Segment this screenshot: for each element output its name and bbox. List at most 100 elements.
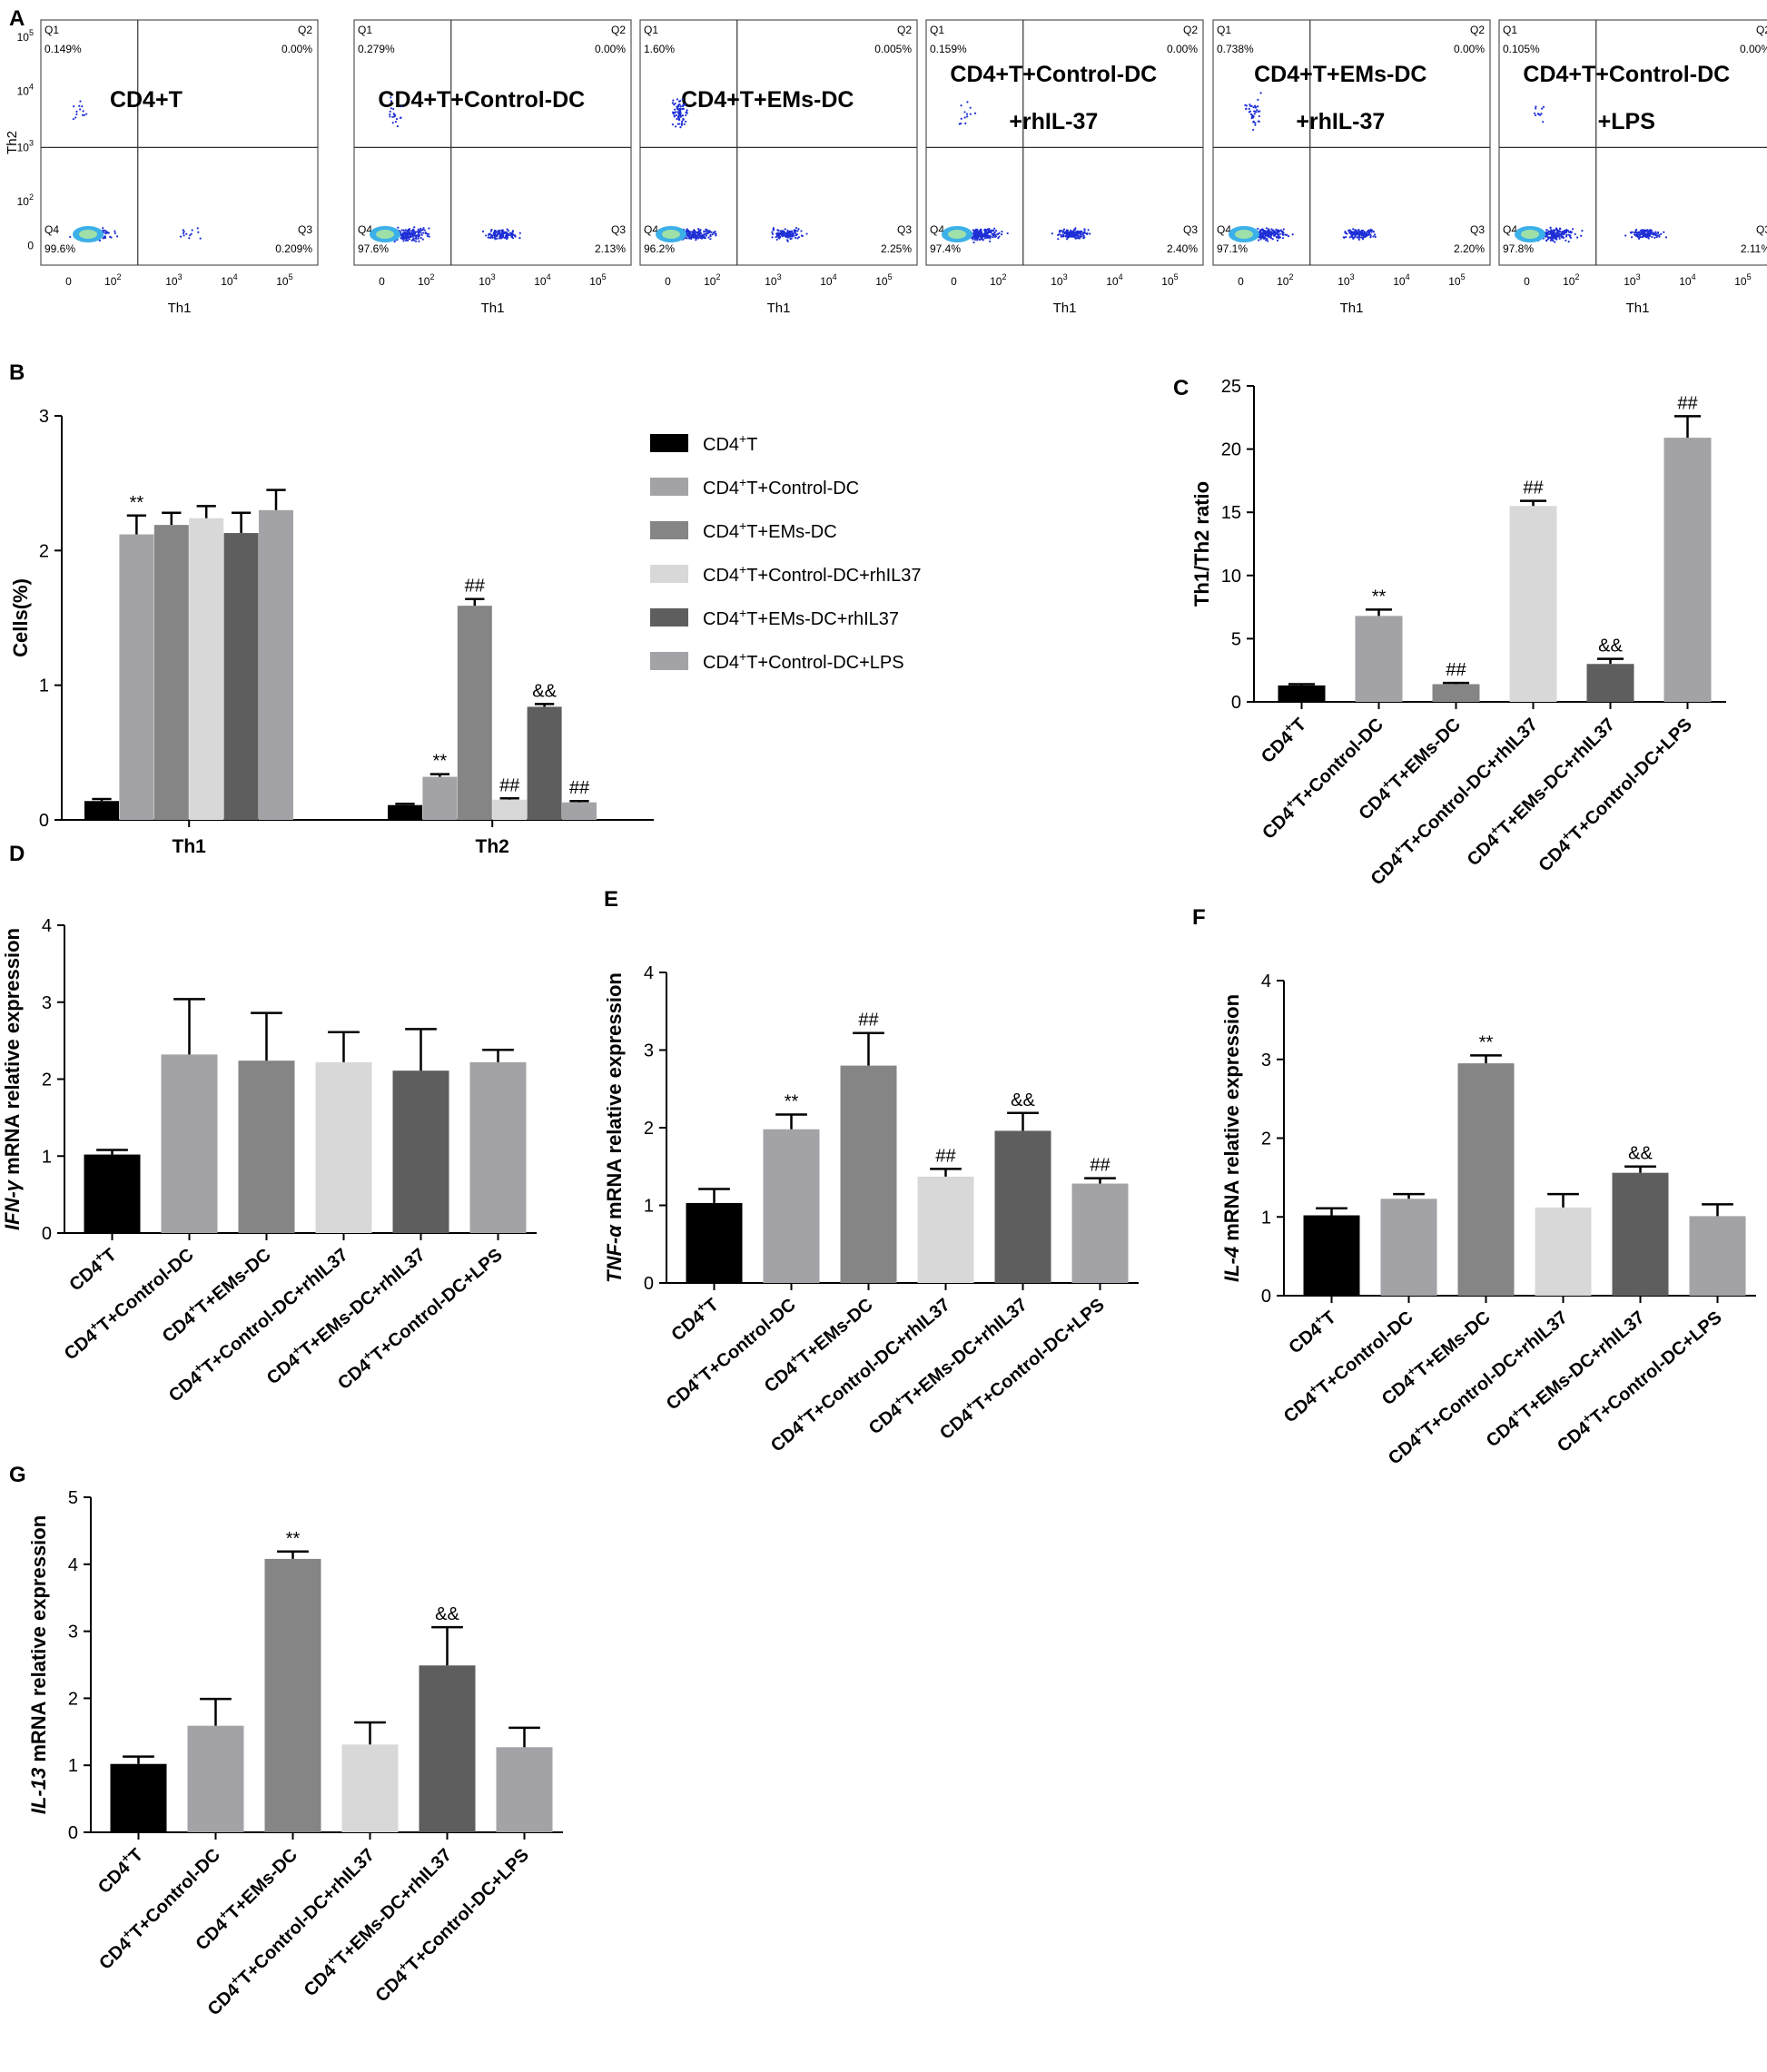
event-dot [772, 228, 775, 231]
quadrant-q1-label: Q1 [930, 24, 944, 36]
event-dot [975, 237, 978, 240]
event-dot [709, 238, 712, 241]
event-dot [518, 232, 521, 234]
event-dot [1281, 232, 1284, 236]
chart-g: 012345CD4+TCD4+T+Control-DC**CD4+T+EMs-D… [27, 1488, 563, 2019]
event-dot [485, 234, 488, 237]
event-dot [508, 232, 511, 234]
tick-exponent: 5 [888, 272, 893, 281]
event-dot [506, 228, 508, 231]
legend-label-part: CD4 [703, 653, 739, 673]
event-dot [1346, 232, 1348, 235]
bar [238, 1061, 295, 1233]
y-axis-title: Cells(%) [9, 578, 32, 657]
event-dot [73, 105, 75, 108]
event-dot [1574, 232, 1576, 235]
legend-swatch [650, 565, 688, 583]
event-dot [500, 233, 503, 236]
event-dot [681, 120, 684, 123]
event-dot [1081, 230, 1083, 233]
event-dot [1566, 229, 1570, 232]
event-dot [1639, 229, 1642, 232]
x-axis-label: Th1 [481, 301, 505, 316]
event-dot [682, 104, 685, 106]
event-dot [83, 113, 86, 117]
x-tick-label: 0 [65, 275, 72, 288]
event-dot [1663, 231, 1665, 233]
tick-exponent: 2 [429, 272, 434, 281]
tick-exponent: 3 [178, 272, 183, 281]
x-tick-label: Th1 [173, 836, 207, 857]
event-dot [683, 123, 686, 125]
tick-exponent: 4 [1692, 272, 1696, 281]
bar [1432, 684, 1480, 702]
event-dot [104, 236, 106, 239]
quadrant-q2-label: Q2 [897, 24, 912, 36]
event-dot [711, 233, 714, 236]
bar [392, 1071, 449, 1233]
event-dot [179, 235, 183, 238]
event-dot [1363, 231, 1366, 233]
event-dot [402, 232, 405, 234]
event-dot [98, 239, 101, 242]
significance-mark: && [1011, 1090, 1035, 1110]
event-dot [1653, 236, 1656, 239]
significance-mark: ## [499, 775, 520, 795]
event-dot [1066, 232, 1070, 234]
event-dot [1540, 113, 1543, 115]
panel-letter-b: B [9, 360, 25, 385]
event-dot [413, 226, 416, 229]
legend-label-part: T+EMs-DC+rhIL37 [746, 609, 899, 629]
bar [119, 534, 154, 820]
y-tick-label: 0 [42, 1224, 52, 1244]
label-part: T+EMs-DC [222, 1845, 301, 1924]
event-dot [696, 228, 700, 231]
event-dot [1542, 121, 1545, 123]
tick-exponent: 5 [1461, 272, 1466, 281]
event-dot [104, 230, 107, 232]
event-dot [688, 232, 691, 235]
event-dot [504, 232, 507, 234]
event-dot [189, 234, 192, 237]
event-dot [1360, 229, 1364, 232]
tick-exponent: 3 [1063, 272, 1068, 281]
event-dot [1548, 236, 1551, 239]
x-tick-label: CD4+T [64, 1242, 120, 1295]
x-axis-label: Th1 [1626, 301, 1650, 316]
y-tick-label: 1 [1261, 1208, 1271, 1228]
label-part: T+EMs-DC [1412, 1307, 1495, 1382]
legend-swatch [650, 434, 688, 452]
event-dot [490, 228, 493, 232]
event-dot [428, 227, 430, 230]
event-dot [395, 117, 399, 121]
event-dot [1260, 229, 1263, 232]
event-dot [389, 115, 391, 118]
event-dot [974, 234, 977, 237]
event-dot [1374, 235, 1377, 239]
event-dot [976, 233, 979, 236]
event-dot [1058, 231, 1061, 233]
event-dot [684, 103, 686, 105]
event-dot [1556, 235, 1559, 238]
event-dot [778, 232, 781, 235]
event-dot [1660, 232, 1663, 235]
bar [110, 1763, 167, 1832]
event-dot [1281, 237, 1285, 240]
panel-letter-g: G [9, 1463, 26, 1487]
event-dot [771, 236, 774, 239]
event-dot [696, 236, 698, 239]
x-tick-label: 105 [589, 272, 606, 288]
event-dot [1255, 106, 1258, 109]
event-dot [411, 229, 414, 232]
chart-f: 01234CD4+TCD4+T+Control-DC**CD4+T+EMs-DC… [1220, 972, 1756, 1469]
event-dot [1000, 233, 1003, 236]
quadrant-q2-label: Q2 [1756, 24, 1767, 36]
quadrant-q2-label: Q2 [1183, 24, 1198, 36]
tick-exponent: 3 [1350, 272, 1355, 281]
event-dot [690, 237, 693, 241]
event-dot [1369, 236, 1372, 239]
label-part: T+EMs-DC+rhIL37 [297, 1245, 429, 1361]
event-dot [109, 235, 112, 238]
event-dot [1267, 228, 1270, 231]
event-dot [781, 232, 784, 234]
